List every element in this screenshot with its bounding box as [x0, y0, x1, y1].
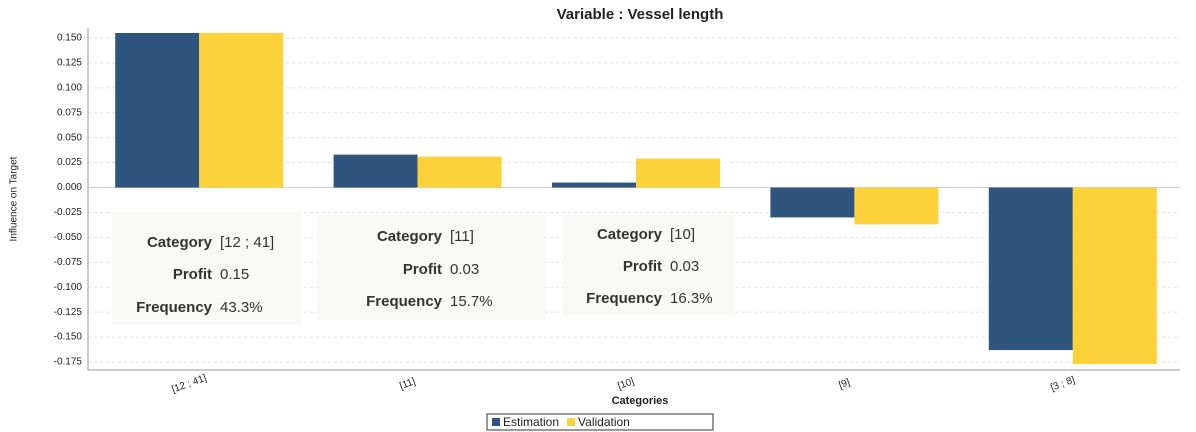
- tooltip-value: 0.03: [450, 261, 479, 278]
- y-tick-label: -0.175: [54, 357, 83, 368]
- bar: [1072, 187, 1157, 365]
- x-tick-label: [12 ; 41]: [170, 373, 208, 396]
- tooltip-value: [12 ; 41]: [220, 234, 274, 251]
- y-tick-label: 0.125: [57, 58, 82, 69]
- y-tick-label: -0.125: [54, 307, 83, 318]
- bar: [333, 154, 418, 188]
- tooltip-label: Profit: [623, 258, 662, 275]
- bar: [854, 187, 939, 225]
- bar: [115, 32, 200, 188]
- tooltip-label: Category: [597, 226, 663, 243]
- bar: [199, 32, 284, 188]
- y-tick-label: -0.075: [54, 257, 83, 268]
- legend-label: Validation: [578, 415, 630, 429]
- bar: [636, 158, 720, 188]
- chart-title: Variable : Vessel length: [557, 6, 724, 23]
- y-tick-label: -0.050: [54, 232, 83, 243]
- tooltip-value: 43.3%: [220, 299, 263, 316]
- tooltip-box: [112, 212, 302, 325]
- legend-box: [486, 413, 714, 431]
- y-axis-label: Influence on Target: [9, 156, 20, 241]
- y-tick-label: 0.150: [57, 33, 82, 44]
- y-tick-label: -0.025: [54, 207, 83, 218]
- tooltip-box: [563, 215, 735, 315]
- tooltip-label: Profit: [403, 261, 442, 278]
- legend-label: Estimation: [503, 415, 559, 429]
- tooltip-value: 0.15: [220, 266, 249, 283]
- tooltip-label: Category: [377, 228, 443, 245]
- tooltip-value: [11]: [450, 228, 474, 245]
- tooltip-label: Category: [147, 234, 213, 251]
- bar: [988, 187, 1073, 351]
- y-tick-label: 0.050: [57, 132, 82, 143]
- y-tick-label: -0.100: [54, 282, 83, 293]
- y-tick-label: 0.000: [57, 182, 82, 193]
- tooltip: Category [12 ; 41] Profit 0.15 Frequency 43.3…: [112, 212, 302, 325]
- legend-swatch: [567, 418, 576, 426]
- tooltip-value: 0.03: [670, 258, 699, 275]
- bar: [417, 156, 502, 188]
- y-tick-label: -0.150: [54, 332, 83, 343]
- y-tick-label: 0.075: [57, 107, 82, 118]
- tooltip-label: Frequency: [136, 299, 213, 316]
- x-axis-label: Categories: [612, 395, 669, 407]
- tooltip-label: Frequency: [586, 290, 663, 307]
- tooltip: Category [11] Profit 0.03 Frequency 15.7%: [317, 215, 545, 320]
- tooltip: Category [10] Profit 0.03 Frequency 16.3%: [563, 215, 735, 315]
- x-tick-label: [9]: [837, 377, 851, 391]
- y-tick-label: 0.025: [57, 157, 82, 168]
- tooltip-label: Frequency: [366, 293, 443, 310]
- legend-swatch: [492, 418, 500, 426]
- bar: [770, 187, 855, 218]
- tooltip-box: [317, 215, 545, 320]
- y-tick-label: 0.100: [57, 82, 82, 93]
- tooltip-value: [10]: [670, 226, 695, 243]
- x-tick-label: [11]: [398, 376, 417, 392]
- tooltip-value: 15.7%: [450, 293, 493, 310]
- tooltip-label: Profit: [173, 266, 212, 283]
- legend: Estimation Validation: [486, 413, 714, 431]
- x-tick-label: [3 ; 8]: [1049, 375, 1076, 394]
- x-tick-label: [10]: [616, 376, 636, 392]
- tooltip-value: 16.3%: [670, 290, 713, 307]
- bar: [552, 182, 636, 188]
